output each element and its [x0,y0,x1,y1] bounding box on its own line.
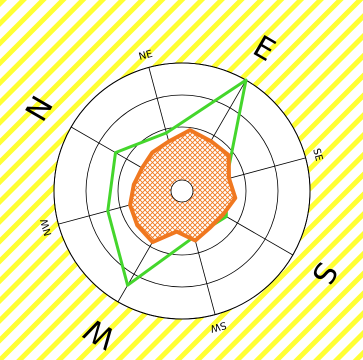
direction-label-ne: NE [138,49,154,63]
radar-ring-4 [53,62,311,320]
direction-label-se: SE [310,147,324,162]
direction-label-sw: SW [209,319,228,334]
direction-label-nw: NW [39,217,54,237]
radar-ring-2 [117,126,247,256]
center-hub [170,179,194,203]
radar-ring-3 [85,94,279,288]
